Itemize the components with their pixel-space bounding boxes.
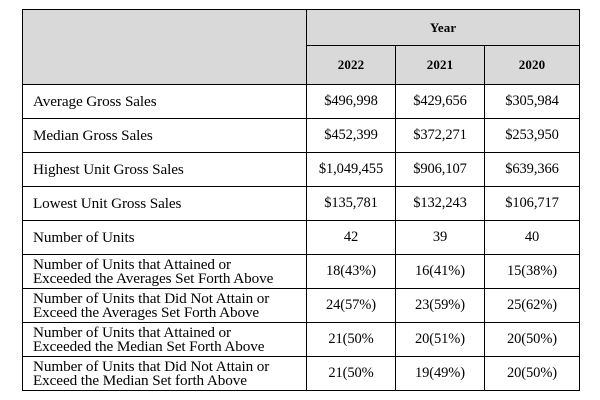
table-row: Lowest Unit Gross Sales $135,781 $132,24… [22, 186, 581, 221]
cell-2021: $429,656 [395, 84, 485, 119]
row-label: Number of Units [22, 220, 307, 255]
cell-2021: $372,271 [395, 118, 485, 153]
cell-2021: 39 [395, 220, 485, 255]
row-label: Highest Unit Gross Sales [22, 152, 307, 187]
row-label: Number of Units that Attained or Exceede… [22, 254, 307, 289]
row-label-line-1: Number of Units that Attained or [33, 255, 231, 273]
cell-2020: 20(50%) [483, 322, 581, 357]
table-row: Average Gross Sales $496,998 $429,656 $3… [22, 84, 581, 119]
cell-2021: $906,107 [395, 152, 485, 187]
cell-2020: $639,366 [483, 152, 581, 187]
cell-2020: $305,984 [483, 84, 581, 119]
cell-2022: $135,781 [306, 186, 396, 221]
row-label-line-2: Exceed the Averages Set Forth Above [33, 303, 260, 321]
table-row: Median Gross Sales $452,399 $372,271 $25… [22, 118, 581, 153]
cell-2020: 25(62%) [483, 288, 581, 323]
cell-2022: 24(57%) [306, 288, 396, 323]
year-header-2022: 2022 [306, 45, 396, 85]
row-label: Number of Units that Did Not Attain or E… [22, 288, 307, 323]
cell-2021: 16(41%) [395, 254, 485, 289]
row-label: Number of Units that Did Not Attain or E… [22, 356, 307, 391]
header-row-group: Year [22, 9, 581, 85]
year-header-2020: 2020 [483, 45, 581, 85]
cell-2021: 19(49%) [395, 356, 485, 391]
cell-2021: 20(51%) [395, 322, 485, 357]
cell-2021: 23(59%) [395, 288, 485, 323]
cell-2022: $496,998 [306, 84, 396, 119]
row-label: Number of Units that Attained or Exceede… [22, 322, 307, 357]
cell-2022: $1,049,455 [306, 152, 396, 187]
cell-2022: 42 [306, 220, 396, 255]
year-group-header: Year [305, 9, 581, 46]
cell-2022: 18(43%) [306, 254, 396, 289]
row-label-line-1: Number of Units that Attained or [33, 323, 231, 341]
row-label-line-2: Exceed the Median Set forth Above [33, 371, 247, 389]
year-header-2021: 2021 [395, 45, 485, 85]
row-label-line-2: Exceeded the Median Set Forth Above [33, 337, 265, 355]
cell-2020: 40 [483, 220, 581, 255]
cell-2022: $452,399 [306, 118, 396, 153]
row-label-line-2: Exceeded the Averages Set Forth Above [33, 269, 274, 287]
row-label: Average Gross Sales [22, 84, 307, 119]
cell-2022: 21(50% [306, 322, 396, 357]
table-row: Number of Units that Attained or Exceede… [22, 322, 581, 357]
cell-2020: 20(50%) [483, 356, 581, 391]
gross-sales-table: Year 2022 2021 2020 Average Gross Sales … [22, 9, 581, 391]
table-row: Number of Units that Did Not Attain or E… [22, 356, 581, 391]
table-row: Number of Units 42 39 40 [22, 220, 581, 255]
table-row: Highest Unit Gross Sales $1,049,455 $906… [22, 152, 581, 187]
header-corner-cell [22, 9, 307, 85]
cell-2020: $253,950 [483, 118, 581, 153]
cell-2020: 15(38%) [483, 254, 581, 289]
row-label-line-1: Number of Units that Did Not Attain or [33, 289, 270, 307]
header-row-years: 2022 2021 2020 [23, 45, 581, 85]
table-row: Number of Units that Attained or Exceede… [22, 254, 581, 289]
row-label: Median Gross Sales [22, 118, 307, 153]
table-row: Number of Units that Did Not Attain or E… [22, 288, 581, 323]
cell-2021: $132,243 [395, 186, 485, 221]
row-label: Lowest Unit Gross Sales [22, 186, 307, 221]
cell-2022: 21(50% [306, 356, 396, 391]
row-label-line-1: Number of Units that Did Not Attain or [33, 357, 270, 375]
cell-2020: $106,717 [483, 186, 581, 221]
sales-table-container: Year 2022 2021 2020 Average Gross Sales … [22, 9, 581, 391]
